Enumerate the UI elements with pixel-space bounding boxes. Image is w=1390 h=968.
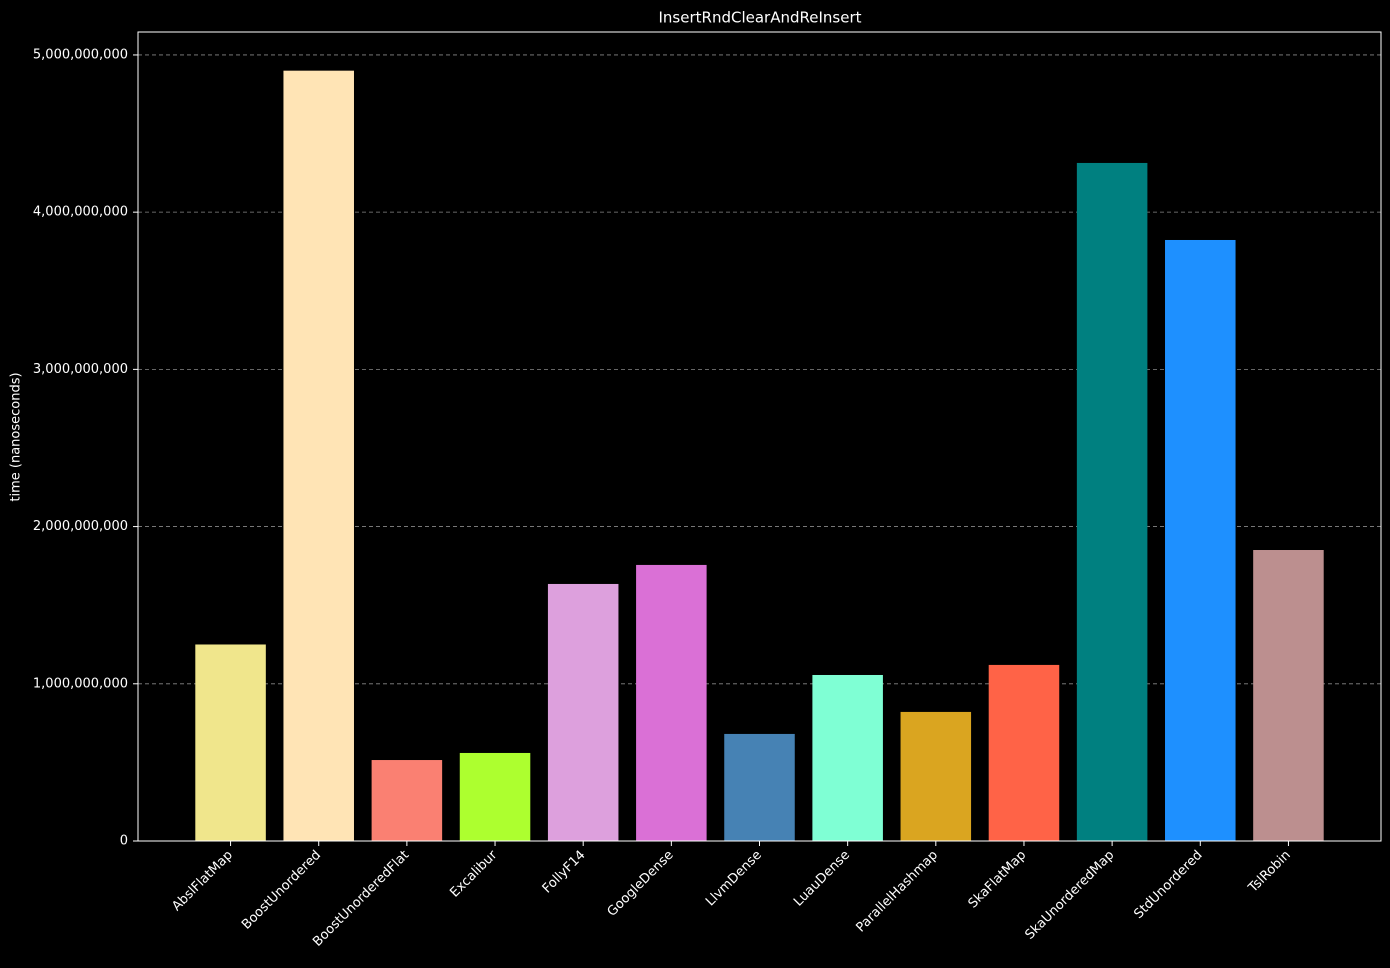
bar	[1165, 239, 1236, 841]
y-tick-label: 1,000,000,000	[33, 676, 128, 691]
chart-title: InsertRndClearAndReInsert	[659, 9, 862, 27]
y-tick-label: 4,000,000,000	[33, 205, 128, 220]
y-tick-label: 2,000,000,000	[33, 519, 128, 534]
bar	[283, 70, 354, 842]
bar	[724, 733, 795, 841]
bar	[371, 760, 443, 841]
bar	[636, 564, 707, 841]
plot-frame	[137, 31, 1382, 842]
bar	[988, 664, 1060, 841]
bar	[459, 752, 531, 841]
bar	[1076, 162, 1148, 841]
bar	[547, 583, 619, 841]
y-tick-label: 5,000,000,000	[33, 47, 128, 62]
bar	[812, 674, 883, 841]
bar	[900, 711, 972, 841]
bar	[195, 644, 266, 841]
bar	[1253, 550, 1324, 841]
y-axis-label: time (nanoseconds)	[9, 372, 24, 501]
y-tick-label: 0	[120, 834, 128, 849]
y-tick-label: 3,000,000,000	[33, 362, 128, 377]
